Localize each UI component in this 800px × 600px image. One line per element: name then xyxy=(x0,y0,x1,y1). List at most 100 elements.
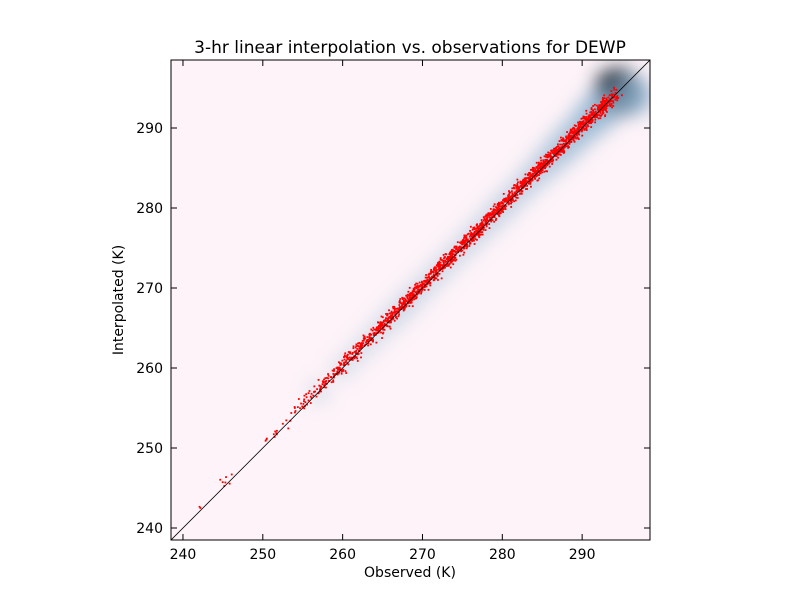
data-point xyxy=(531,175,534,178)
data-point xyxy=(377,326,380,328)
data-point xyxy=(571,128,574,130)
data-point xyxy=(403,300,406,303)
data-point xyxy=(483,218,486,221)
data-point xyxy=(530,168,532,171)
data-point xyxy=(392,317,395,320)
data-point xyxy=(594,103,596,106)
data-point xyxy=(553,151,556,153)
data-point xyxy=(602,111,604,114)
data-point xyxy=(428,282,431,285)
data-point xyxy=(413,286,416,289)
data-point xyxy=(605,107,608,110)
data-point xyxy=(408,286,411,289)
data-point xyxy=(388,325,391,328)
data-point xyxy=(528,171,530,174)
data-point xyxy=(445,265,448,267)
data-point xyxy=(499,207,501,210)
data-point xyxy=(576,136,579,139)
data-point xyxy=(479,224,482,227)
data-point xyxy=(323,378,325,381)
data-point xyxy=(592,116,595,118)
data-point xyxy=(454,251,457,253)
data-point xyxy=(438,268,440,270)
data-point xyxy=(444,256,446,258)
data-point xyxy=(467,240,469,243)
data-point xyxy=(481,223,484,226)
data-point xyxy=(371,329,374,332)
data-point xyxy=(442,262,445,265)
data-point xyxy=(473,228,476,231)
data-point xyxy=(398,307,401,310)
data-point xyxy=(439,258,442,261)
data-point xyxy=(293,407,296,409)
data-point xyxy=(466,245,468,248)
data-point xyxy=(601,103,604,106)
data-point xyxy=(398,313,401,316)
data-point xyxy=(410,292,413,294)
data-point xyxy=(490,219,493,222)
data-point xyxy=(375,329,378,331)
data-point xyxy=(605,109,607,112)
data-point xyxy=(377,324,380,327)
data-point xyxy=(297,398,300,400)
data-point xyxy=(530,168,533,171)
data-point xyxy=(519,182,522,185)
data-point xyxy=(548,165,551,168)
data-point xyxy=(445,260,448,263)
data-point xyxy=(577,123,580,126)
data-point xyxy=(581,129,583,132)
data-point xyxy=(590,108,593,111)
y-tick-label: 270 xyxy=(136,281,163,297)
data-point xyxy=(319,390,322,393)
data-point xyxy=(495,209,498,212)
data-point xyxy=(557,147,560,150)
data-point xyxy=(310,397,313,399)
data-point xyxy=(356,353,359,356)
data-point xyxy=(594,108,596,111)
data-point xyxy=(615,97,618,100)
data-point xyxy=(369,343,372,346)
data-point xyxy=(521,181,524,184)
data-point xyxy=(351,351,354,354)
data-point xyxy=(321,383,324,386)
data-point xyxy=(352,347,355,350)
data-point xyxy=(425,280,428,283)
data-point xyxy=(423,280,426,282)
x-tick-label: 280 xyxy=(489,547,516,563)
data-point xyxy=(472,237,475,240)
data-point xyxy=(437,279,439,281)
data-point xyxy=(479,223,482,225)
data-point xyxy=(517,186,520,188)
data-point xyxy=(569,136,572,139)
data-point xyxy=(407,297,409,300)
data-point xyxy=(308,390,311,392)
data-point xyxy=(477,225,479,228)
data-point xyxy=(471,235,473,238)
data-point xyxy=(491,219,494,222)
data-point xyxy=(265,437,268,440)
data-point xyxy=(407,294,410,297)
data-point xyxy=(421,283,424,286)
data-point xyxy=(401,305,404,308)
data-point xyxy=(523,183,525,186)
data-point xyxy=(580,123,582,125)
data-point xyxy=(433,276,436,279)
data-point xyxy=(407,290,410,293)
data-point xyxy=(382,332,384,335)
data-point xyxy=(591,121,593,124)
data-point xyxy=(484,229,487,231)
data-point xyxy=(610,100,613,103)
data-point xyxy=(573,124,576,127)
data-point xyxy=(500,205,502,208)
data-point xyxy=(377,330,380,333)
data-point xyxy=(572,127,575,129)
data-point xyxy=(580,121,582,124)
data-point xyxy=(360,356,362,359)
data-point xyxy=(549,161,551,164)
data-point xyxy=(293,406,296,408)
data-point xyxy=(488,223,491,225)
data-point xyxy=(396,317,399,320)
data-point xyxy=(412,296,415,299)
data-point xyxy=(481,231,484,234)
